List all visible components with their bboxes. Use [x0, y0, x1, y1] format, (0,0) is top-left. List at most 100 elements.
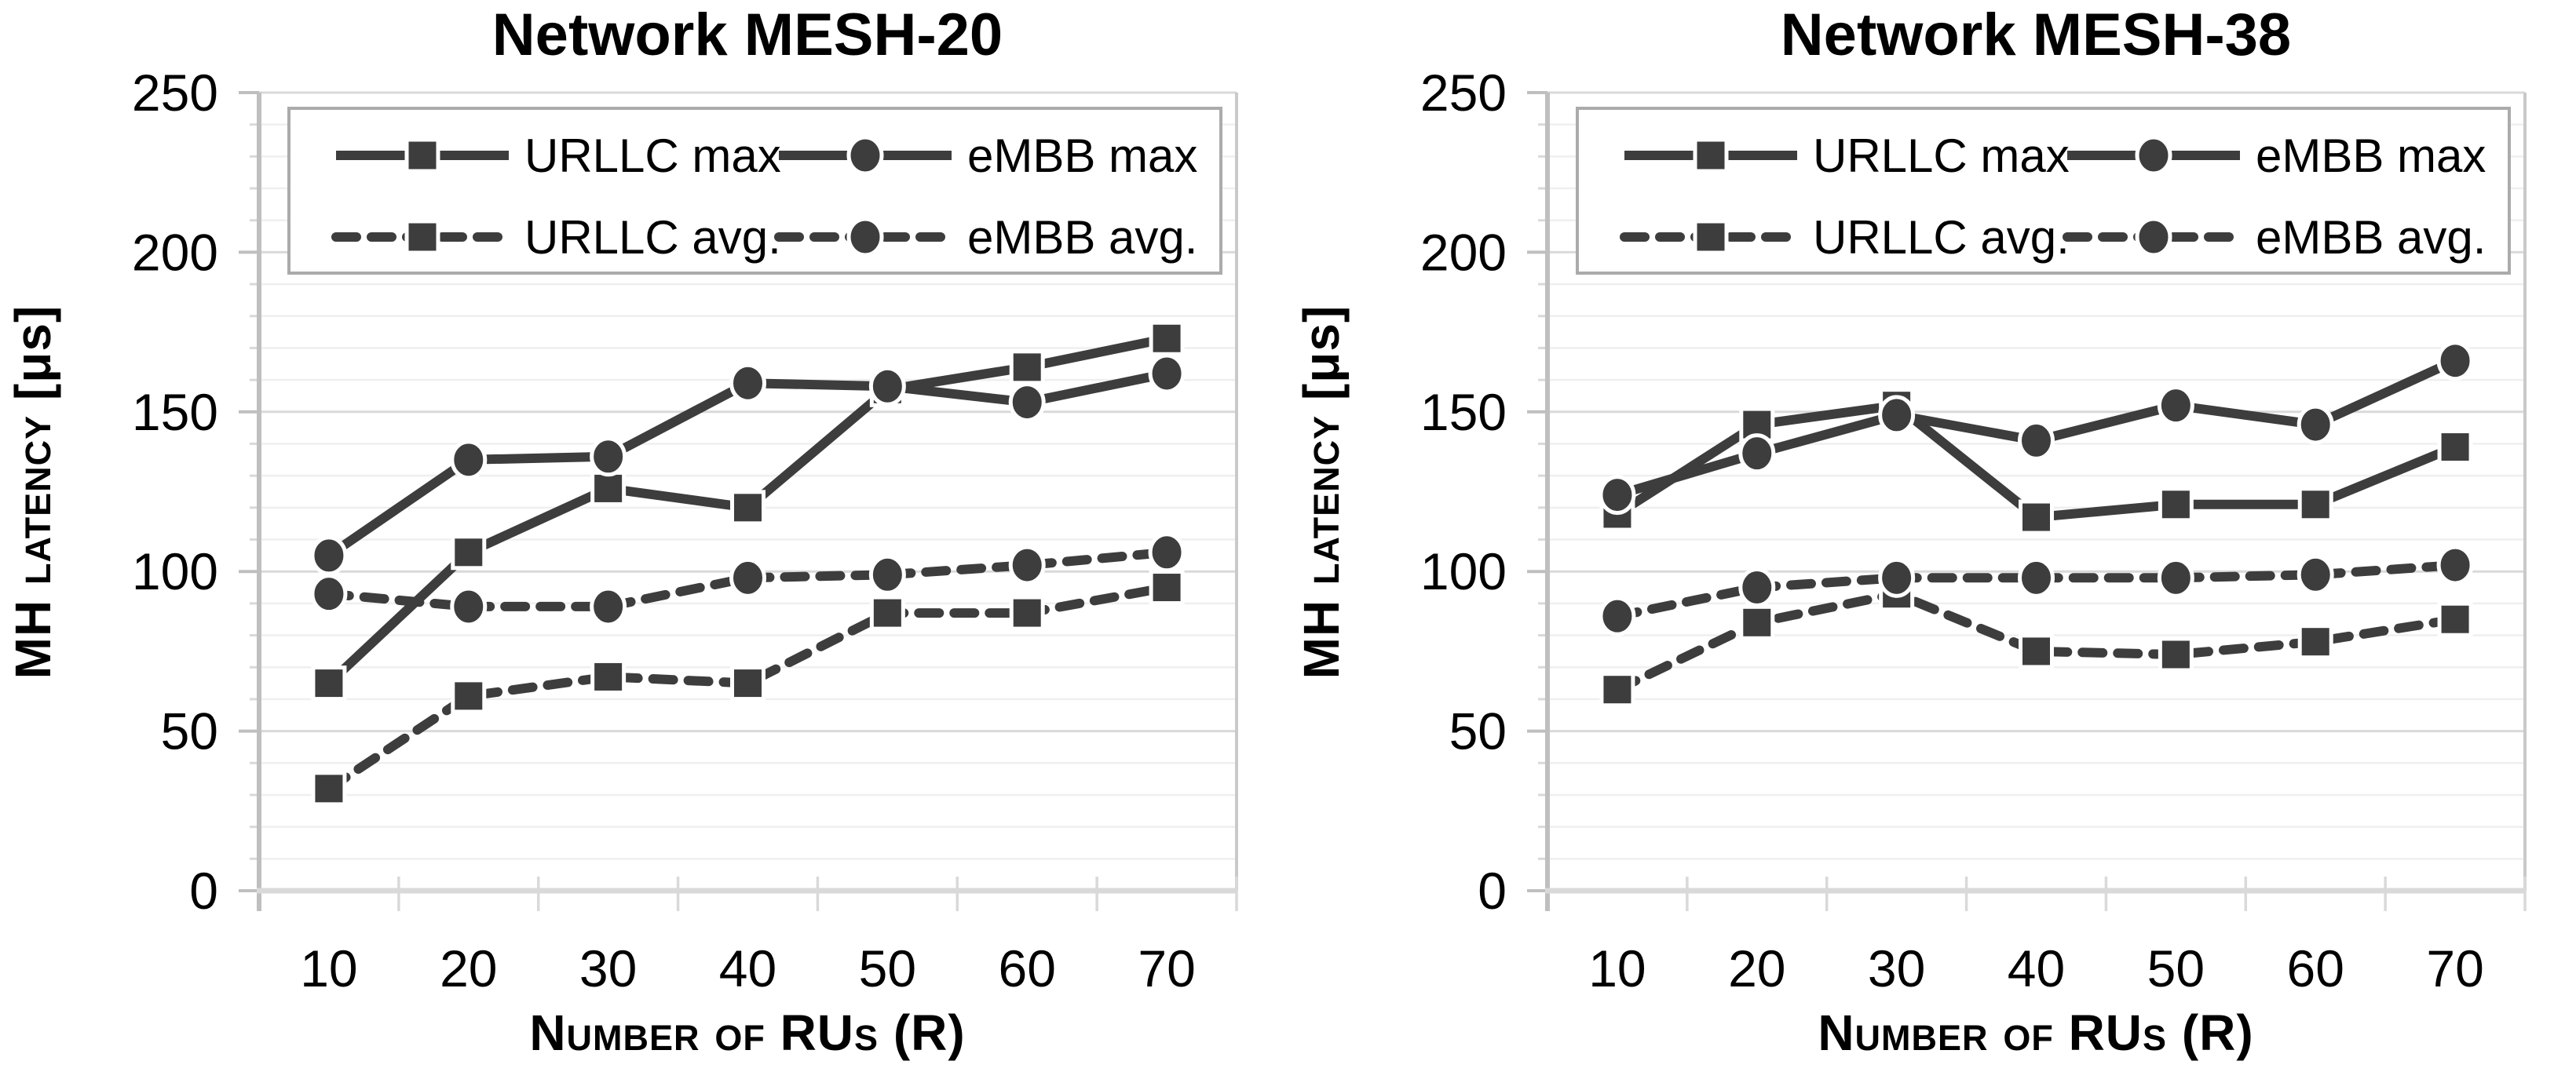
y-tick-label: 100 — [132, 542, 218, 600]
y-tick-label: 150 — [1420, 383, 1507, 441]
legend-marker-embb-max — [2135, 135, 2172, 176]
legend-marker-urllc-avg — [1693, 219, 1729, 255]
chart-mesh-38: 0 50 100 150 200 250 10 20 30 40 50 60 70 URLLC max eM… — [1288, 0, 2576, 1083]
marker-urllc-max — [2158, 487, 2194, 523]
legend-label-urllc-max: URLLC max — [1813, 129, 2070, 182]
marker-embb-max — [2018, 420, 2055, 461]
chart-title: Network MESH-38 — [1781, 2, 2291, 68]
y-axis-title: MH latency [μs] — [5, 305, 61, 680]
legend-marker-urllc-avg — [404, 219, 440, 255]
marker-embb-max — [590, 436, 627, 477]
marker-embb-max — [310, 535, 348, 576]
marker-urllc-avg — [590, 658, 627, 695]
y-tick-label: 0 — [1478, 862, 1507, 920]
y-axis-title-prefix: MH — [5, 585, 61, 679]
marker-embb-avg — [1148, 532, 1186, 573]
x-tick-label: 60 — [2287, 939, 2344, 997]
marker-embb-max — [729, 363, 766, 403]
marker-embb-avg — [1599, 596, 1636, 636]
marker-embb-avg — [2436, 545, 2474, 585]
legend-marker-urllc-max — [404, 137, 440, 173]
marker-embb-max — [1148, 353, 1186, 394]
marker-embb-max — [2296, 404, 2334, 445]
marker-embb-max — [1878, 395, 1916, 436]
y-tick-label: 200 — [1420, 223, 1507, 281]
y-tick-label: 250 — [1420, 64, 1507, 122]
marker-embb-avg — [2018, 557, 2055, 598]
marker-urllc-max — [311, 665, 347, 702]
legend-marker-embb-avg — [2135, 217, 2172, 257]
marker-urllc-avg — [2019, 633, 2054, 669]
x-tick-label: 10 — [1588, 939, 1646, 997]
marker-urllc-avg — [1149, 570, 1185, 606]
legend-label-embb-max: eMBB max — [967, 129, 1197, 182]
x-tick-label: 30 — [1868, 939, 1925, 997]
marker-urllc-max — [2019, 499, 2054, 535]
marker-embb-avg — [1878, 557, 1916, 598]
legend-box — [1576, 107, 2511, 275]
marker-urllc-avg — [451, 678, 487, 714]
marker-embb-avg — [1008, 545, 1046, 585]
legend-label-embb-avg: eMBB avg. — [967, 211, 1197, 264]
marker-urllc-avg — [1009, 595, 1045, 631]
marker-embb-avg — [729, 557, 766, 598]
marker-embb-avg — [310, 574, 348, 614]
legend-marker-urllc-max — [1693, 137, 1729, 173]
legend-label-urllc-avg: URLLC avg. — [524, 211, 781, 264]
y-axis-title-smallcaps: latency — [5, 415, 61, 585]
x-axis-title: Number of RUs (R) — [1818, 1005, 2253, 1061]
y-tick-label: 200 — [132, 223, 218, 281]
marker-urllc-avg — [2437, 601, 2473, 637]
x-tick-label: 40 — [719, 939, 776, 997]
marker-embb-max — [450, 439, 488, 480]
chart-mesh-20: 0 50 100 150 200 250 10 20 30 40 50 60 70 URLLC max eM… — [5, 2, 1238, 1061]
marker-urllc-avg — [869, 595, 905, 631]
y-tick-label: 50 — [1449, 702, 1507, 760]
x-tick-label: 40 — [2008, 939, 2065, 997]
x-tick-label: 70 — [2426, 939, 2483, 997]
marker-urllc-max — [1009, 349, 1045, 385]
x-tick-label: 50 — [859, 939, 916, 997]
legend-label-embb-max: eMBB max — [2256, 129, 2486, 182]
marker-urllc-avg — [1739, 604, 1775, 640]
marker-embb-max — [1599, 475, 1636, 516]
legend-label-embb-avg: eMBB avg. — [2256, 211, 2486, 264]
marker-embb-avg — [868, 554, 906, 595]
marker-embb-max — [2157, 385, 2194, 426]
chart-mesh-38-canvas: 0 50 100 150 200 250 10 20 30 40 50 60 70 URLLC max eM… — [1293, 2, 2527, 1061]
legend-marker-embb-max — [846, 135, 884, 176]
chart-mesh-20-canvas: 0 50 100 150 200 250 10 20 30 40 50 60 70 URLLC max eM… — [5, 2, 1238, 1061]
y-tick-label: 0 — [189, 862, 218, 920]
y-tick-label: 50 — [161, 702, 218, 760]
marker-embb-avg — [2296, 554, 2334, 595]
marker-urllc-max — [730, 490, 765, 526]
legend-box — [287, 107, 1222, 275]
x-tick-label: 20 — [440, 939, 497, 997]
marker-embb-max — [868, 366, 906, 407]
x-tick-label: 50 — [2147, 939, 2205, 997]
legend-label-urllc-avg: URLLC avg. — [1813, 211, 2070, 264]
marker-embb-max — [1008, 382, 1046, 423]
legend-marker-embb-avg — [846, 217, 884, 257]
y-axis-title-prefix: MH — [1293, 585, 1350, 679]
x-tick-label: 70 — [1138, 939, 1195, 997]
y-axis-title-smallcaps: latency — [1293, 415, 1350, 585]
legend-label-urllc-max: URLLC max — [524, 129, 781, 182]
marker-urllc-avg — [311, 771, 347, 807]
chart-title: Network MESH-20 — [492, 2, 1003, 68]
marker-urllc-avg — [2158, 636, 2194, 673]
marker-urllc-max — [1149, 320, 1185, 356]
marker-urllc-max — [2437, 429, 2473, 465]
x-axis-title: Number of RUs (R) — [529, 1005, 965, 1061]
marker-embb-avg — [450, 586, 488, 627]
marker-embb-max — [2436, 341, 2474, 381]
x-tick-label: 30 — [579, 939, 637, 997]
y-tick-label: 100 — [1420, 542, 1507, 600]
marker-urllc-max — [2297, 487, 2333, 523]
x-tick-label: 60 — [999, 939, 1056, 997]
marker-embb-avg — [1738, 567, 1776, 608]
marker-urllc-avg — [730, 665, 765, 702]
marker-urllc-max — [590, 470, 627, 506]
x-tick-label: 10 — [300, 939, 357, 997]
